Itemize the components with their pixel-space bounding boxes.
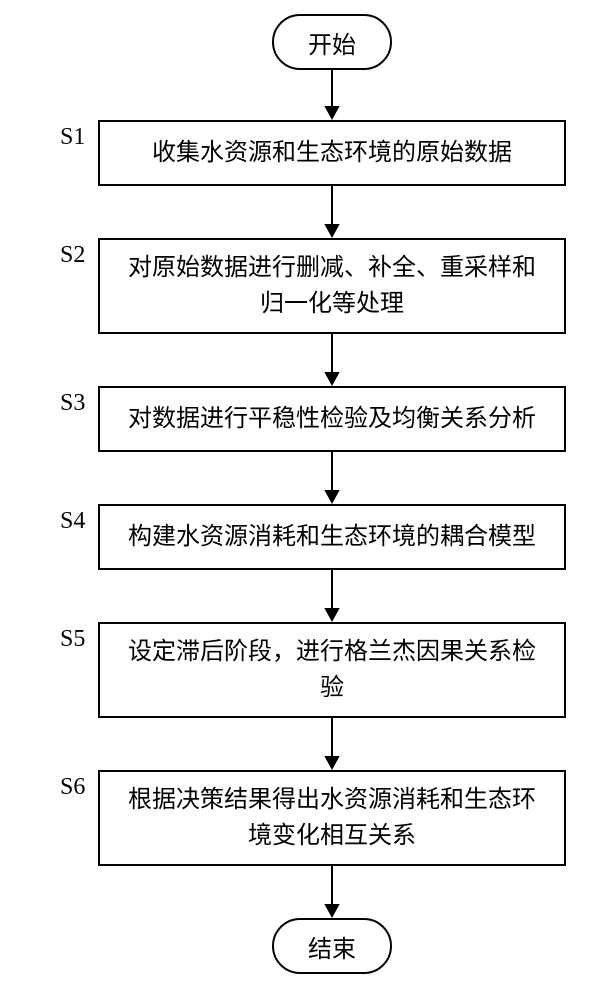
process-s3: 对数据进行平稳性检验及均衡关系分析 bbox=[98, 386, 566, 452]
arrow-3 bbox=[312, 334, 352, 386]
start-terminal: 开始 bbox=[272, 14, 392, 70]
step-label-s5: S5 bbox=[60, 626, 85, 653]
process-s1: 收集水资源和生态环境的原始数据 bbox=[98, 120, 566, 186]
step-label-s1: S1 bbox=[60, 124, 85, 151]
process-s6: 根据决策结果得出水资源消耗和生态环境变化相互关系 bbox=[98, 770, 566, 866]
arrow-5 bbox=[312, 570, 352, 622]
arrow-1 bbox=[312, 70, 352, 120]
arrow-6 bbox=[312, 718, 352, 770]
step-label-s6: S6 bbox=[60, 774, 85, 801]
process-s4: 构建水资源消耗和生态环境的耦合模型 bbox=[98, 504, 566, 570]
flowchart-canvas: 开始收集水资源和生态环境的原始数据 S1 对原始数据进行删减、补全、重采样和归一化等… bbox=[0, 0, 613, 1000]
arrow-7 bbox=[312, 866, 352, 918]
step-label-s2: S2 bbox=[60, 242, 85, 269]
step-label-s3: S3 bbox=[60, 390, 85, 417]
arrow-4 bbox=[312, 452, 352, 504]
process-s2: 对原始数据进行删减、补全、重采样和归一化等处理 bbox=[98, 238, 566, 334]
end-terminal: 结束 bbox=[272, 918, 392, 974]
step-label-s4: S4 bbox=[60, 508, 85, 535]
arrow-2 bbox=[312, 186, 352, 238]
process-s5: 设定滞后阶段，进行格兰杰因果关系检验 bbox=[98, 622, 566, 718]
